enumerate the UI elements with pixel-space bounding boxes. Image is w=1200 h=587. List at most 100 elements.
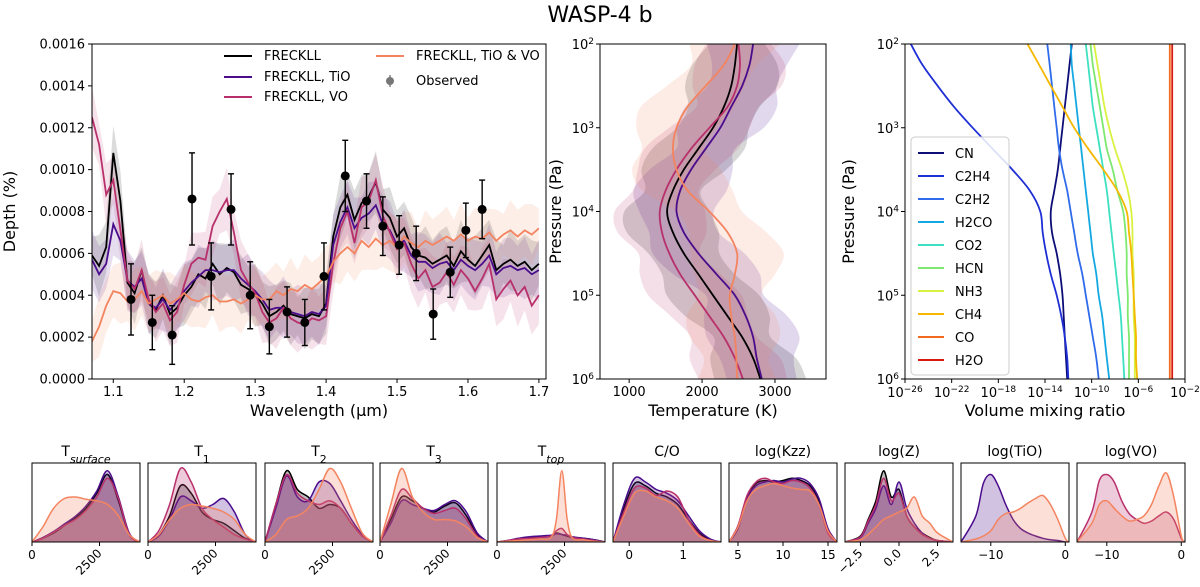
posterior-plot-area xyxy=(32,470,140,542)
mixing-xtick-label: 10−18 xyxy=(981,385,1017,401)
mixing-ytick-label: 106 xyxy=(877,372,900,388)
spectrum-ytick-label: 0.0000 xyxy=(40,373,86,388)
posterior-line-3 xyxy=(613,489,721,542)
posterior-panel-7: log(Z) −2.5 0.0 2.5 xyxy=(835,444,954,577)
posterior-xtick-label: 0 xyxy=(28,548,36,562)
spectrum-ytick-label: 0.0012 xyxy=(40,121,86,136)
posterior-xtick-label: 0 xyxy=(493,548,501,562)
posterior-line-3 xyxy=(845,496,953,542)
posterior-fill-3 xyxy=(1077,472,1185,542)
posterior-frame xyxy=(612,462,722,543)
observed-point xyxy=(245,290,255,300)
spectrum-band-2 xyxy=(92,87,539,353)
mixing-line-4 xyxy=(1084,44,1126,379)
posterior-panel-0: Tsurface 0 2500 xyxy=(28,444,141,578)
posterior-title-3: T3 xyxy=(425,444,442,466)
posterior-fill-3 xyxy=(729,483,837,542)
spectrum-ytick-label: 0.0002 xyxy=(40,331,86,346)
mixing-legend-label-4: CO2 xyxy=(955,239,983,254)
observed-point xyxy=(167,330,177,340)
posterior-line-2 xyxy=(613,485,721,542)
posterior-panel-3: T3 0 2500 xyxy=(376,444,489,578)
observed-point xyxy=(187,194,197,204)
posterior-fill-2 xyxy=(380,488,488,542)
spectrum-xtick-label: 1.4 xyxy=(316,385,337,400)
posterior-fill-3 xyxy=(497,470,605,542)
posterior-title-main: log(Z) xyxy=(878,444,920,460)
posterior-plot-area xyxy=(497,470,605,542)
posterior-xtick-label: 2500 xyxy=(421,546,452,577)
posterior-title-0: Tsurface xyxy=(60,444,110,466)
temperature-ytick-label-exp: 4 xyxy=(588,205,594,215)
posterior-plot-area xyxy=(380,467,488,542)
mixing-ylabel: Pressure (Pa) xyxy=(839,159,858,264)
posterior-line-2 xyxy=(265,473,373,542)
temperature-line-3 xyxy=(671,44,739,379)
spectrum-xtick-label: 1.7 xyxy=(529,385,550,400)
spectrum-xtick-label: 1.6 xyxy=(458,385,479,400)
observed-point xyxy=(378,221,388,231)
spectrum-line-1 xyxy=(92,203,540,318)
posterior-title-7: log(Z) xyxy=(878,444,920,460)
temperature-ytick-label: 104 xyxy=(572,205,595,221)
posterior-panel-8: log(TiO) −10 0 xyxy=(960,444,1070,562)
mixing-ytick-label-exp: 6 xyxy=(893,372,899,382)
posterior-line-3 xyxy=(1077,472,1185,542)
mixing-ytick-label-base: 10 xyxy=(877,38,894,53)
posterior-xtick-label: 1 xyxy=(679,548,687,562)
posterior-fill-2 xyxy=(729,478,837,542)
figure-title: WASP-4 b xyxy=(547,3,652,28)
temperature-ytick-label-base: 10 xyxy=(572,122,589,137)
temperature-xtick-label: 2000 xyxy=(686,385,719,400)
posterior-line-2 xyxy=(497,527,605,542)
spectrum-xtick-label: 1.5 xyxy=(387,385,408,400)
temperature-ytick-label-base: 10 xyxy=(572,38,589,53)
temperature-ytick-label-exp: 6 xyxy=(588,372,594,382)
spectrum-plot-area xyxy=(92,87,540,366)
posterior-line-3 xyxy=(961,494,1069,542)
posterior-xtick-label: 0 xyxy=(1061,548,1069,562)
temperature-ytick-label-exp: 5 xyxy=(588,288,594,298)
posterior-title-9: log(VO) xyxy=(1105,444,1158,460)
spectrum-ytick-label: 0.0008 xyxy=(40,205,86,220)
posterior-fill-3 xyxy=(613,490,721,542)
posterior-line-0 xyxy=(148,484,256,542)
mixing-xtick-label-exp: −22 xyxy=(950,385,969,395)
mixing-xtick-label-base: 10 xyxy=(981,386,998,401)
temperature-xlabel: Temperature (K) xyxy=(647,401,777,420)
observed-point xyxy=(340,171,350,181)
posterior-title-sub: 1 xyxy=(203,453,210,466)
posterior-plot-area xyxy=(148,466,256,542)
mixing-xtick-label-exp: −6 xyxy=(1140,385,1154,395)
posterior-title-2: T2 xyxy=(310,444,327,466)
mixing-ytick-label-base: 10 xyxy=(877,206,894,221)
mixing-line-0 xyxy=(1049,44,1073,379)
mixing-xtick-label-base: 10 xyxy=(1123,386,1140,401)
posterior-title-main: log(Kzz) xyxy=(755,444,811,460)
mixing-line-6 xyxy=(1093,44,1136,379)
posterior-fill-3 xyxy=(32,496,140,542)
mixing-ytick-label: 103 xyxy=(877,121,899,137)
observed-point xyxy=(282,307,292,317)
posterior-xtick-label: 5 xyxy=(734,548,742,562)
mixing-xtick-label-base: 10 xyxy=(1170,386,1187,401)
posterior-xtick-label: 10 xyxy=(775,548,790,562)
mixing-xtick-label-exp: −14 xyxy=(1044,385,1063,395)
posterior-line-3 xyxy=(380,467,488,542)
temperature-ytick-label: 103 xyxy=(572,121,594,137)
mixing-legend-label-3: H2CO xyxy=(955,216,992,231)
posterior-title-1: T1 xyxy=(193,444,210,466)
posterior-xtick-label: 2500 xyxy=(189,546,220,577)
temperature-ytick-label-exp: 3 xyxy=(588,121,594,131)
posterior-xtick-label: 0 xyxy=(144,548,152,562)
posterior-frame xyxy=(1076,462,1186,543)
mixing-xtick-label-base: 10 xyxy=(1027,386,1044,401)
posterior-title-main: T xyxy=(60,444,70,460)
posterior-line-3 xyxy=(497,470,605,542)
spectrum-xtick-label: 1.1 xyxy=(103,385,124,400)
posterior-line-2 xyxy=(845,477,953,542)
posterior-title-sub: 2 xyxy=(320,453,327,466)
posterior-fill-2 xyxy=(1077,474,1185,542)
observed-point xyxy=(411,248,421,258)
posterior-xtick-label: 0 xyxy=(376,548,384,562)
